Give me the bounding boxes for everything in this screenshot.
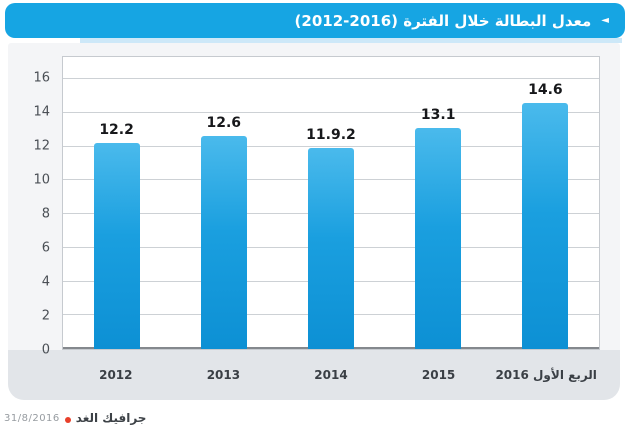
x-axis-label: 2013: [206, 368, 241, 382]
source-credit: جرافيك الغد 31/8/2016: [4, 408, 146, 428]
bar-value-label: 12.2: [99, 122, 134, 139]
bar: [200, 136, 247, 349]
bar-column: 13.1: [385, 57, 492, 349]
x-axis-labels: 2012 2013 2014 2015 الربع الأول 2016: [62, 350, 600, 400]
bar: [522, 102, 569, 349]
bar: [307, 148, 354, 349]
y-tick-label: 8: [41, 206, 50, 222]
gridline: [63, 145, 599, 147]
bar-column: 14.6: [492, 57, 599, 349]
x-axis-label: الربع الأول 2016: [495, 368, 597, 382]
gridline: [63, 111, 599, 113]
gridline: [63, 78, 599, 79]
y-tick-label: 10: [33, 172, 50, 188]
chart-title: معدل البطالة خلال الفترة (2016-2012): [294, 11, 592, 30]
credit-date: 31/8/2016: [4, 412, 60, 424]
x-axis-label: 2015: [421, 368, 456, 382]
y-tick-label: 0: [41, 342, 50, 358]
y-tick-label: 12: [33, 138, 50, 154]
chart-title-bar: ◄ معدل البطالة خلال الفترة (2016-2012): [5, 3, 625, 38]
bar-value-label: 13.1: [420, 106, 456, 123]
y-axis: 0 2 4 6 8 10 12 14 16: [8, 56, 62, 358]
credit-red-dot-icon: [64, 417, 71, 423]
y-tick-label: 4: [41, 274, 50, 290]
x-axis-label: 2012: [99, 368, 133, 382]
bar: [415, 127, 462, 349]
bar-value-label: 14.6: [528, 81, 563, 98]
x-axis-band: [8, 350, 620, 400]
bar: [93, 143, 140, 349]
chart-panel: 0 2 4 6 8 10 12 14 16 12.2 12.6 11.9.2 13.1 14.6 201…: [8, 43, 620, 400]
plot-area: 12.2 12.6 11.9.2 13.1 14.6: [62, 56, 600, 350]
titlebar-shadow-strip: [80, 38, 622, 43]
x-axis-label: 2014: [314, 368, 348, 382]
y-tick-label: 14: [33, 104, 50, 120]
bar-column: 12.2: [63, 57, 170, 349]
title-bullet-arrow-icon: ◄: [601, 14, 609, 26]
bar-value-label: 11.9.2: [306, 127, 356, 144]
bar-value-label: 12.6: [206, 115, 242, 132]
y-tick-label: 16: [33, 70, 50, 86]
y-tick-label: 6: [41, 240, 50, 256]
y-tick-label: 2: [41, 308, 50, 324]
bar-column: 11.9.2: [277, 57, 384, 349]
credit-text: جرافيك الغد: [75, 411, 147, 425]
bar-column: 12.6: [170, 57, 277, 349]
